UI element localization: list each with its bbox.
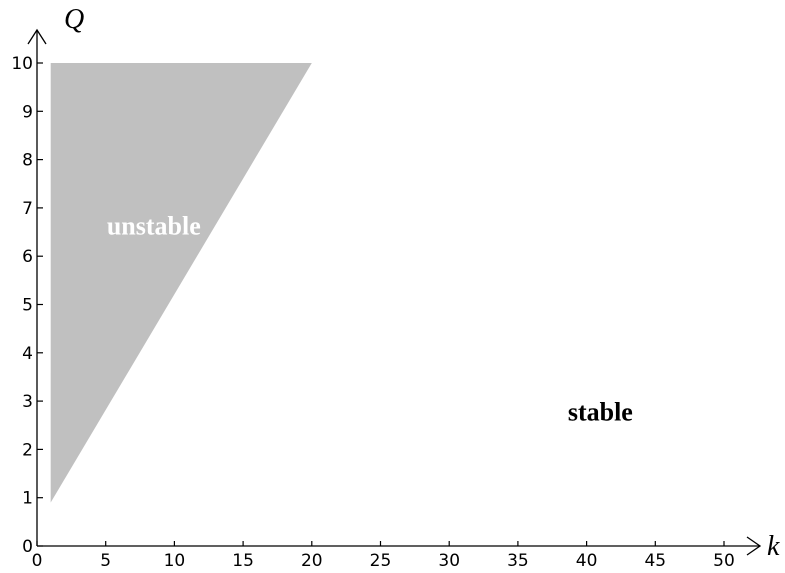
y-tick-label: 3 bbox=[22, 392, 33, 412]
y-tick-label: 2 bbox=[22, 440, 33, 460]
y-tick-label: 7 bbox=[22, 199, 33, 219]
x-tick-label: 10 bbox=[164, 551, 186, 571]
x-axis-arrow-icon bbox=[746, 536, 762, 556]
y-tick-label: 4 bbox=[22, 344, 33, 364]
y-tick-label: 1 bbox=[22, 489, 33, 509]
y-axis-label: Q bbox=[64, 4, 84, 35]
y-axis-arrow-icon bbox=[27, 28, 47, 45]
y-tick-label: 6 bbox=[22, 247, 33, 267]
x-tick-label: 20 bbox=[301, 551, 323, 571]
y-tick-label: 10 bbox=[11, 54, 33, 74]
x-axis-label: k bbox=[767, 531, 780, 562]
x-tick-label: 25 bbox=[370, 551, 392, 571]
x-tick-label: 50 bbox=[713, 551, 735, 571]
x-tick-label: 45 bbox=[644, 551, 666, 571]
x-tick-label: 30 bbox=[438, 551, 460, 571]
x-tick-label: 35 bbox=[507, 551, 529, 571]
region-unstable bbox=[50, 63, 312, 503]
x-tick-label: 0 bbox=[32, 551, 43, 571]
x-tick-label: 5 bbox=[100, 551, 111, 571]
y-tick-label: 9 bbox=[22, 102, 33, 122]
y-tick-label: 5 bbox=[22, 296, 33, 316]
y-tick-label: 0 bbox=[22, 537, 33, 557]
x-tick-label: 40 bbox=[576, 551, 598, 571]
x-tick-label: 15 bbox=[232, 551, 254, 571]
region-label-unstable: unstable bbox=[107, 211, 201, 240]
y-tick-label: 8 bbox=[22, 151, 33, 171]
region-layer bbox=[50, 63, 312, 503]
region-label-stable: stable bbox=[568, 397, 633, 426]
annotations: unstable stable bbox=[107, 211, 633, 426]
axes bbox=[27, 28, 762, 556]
